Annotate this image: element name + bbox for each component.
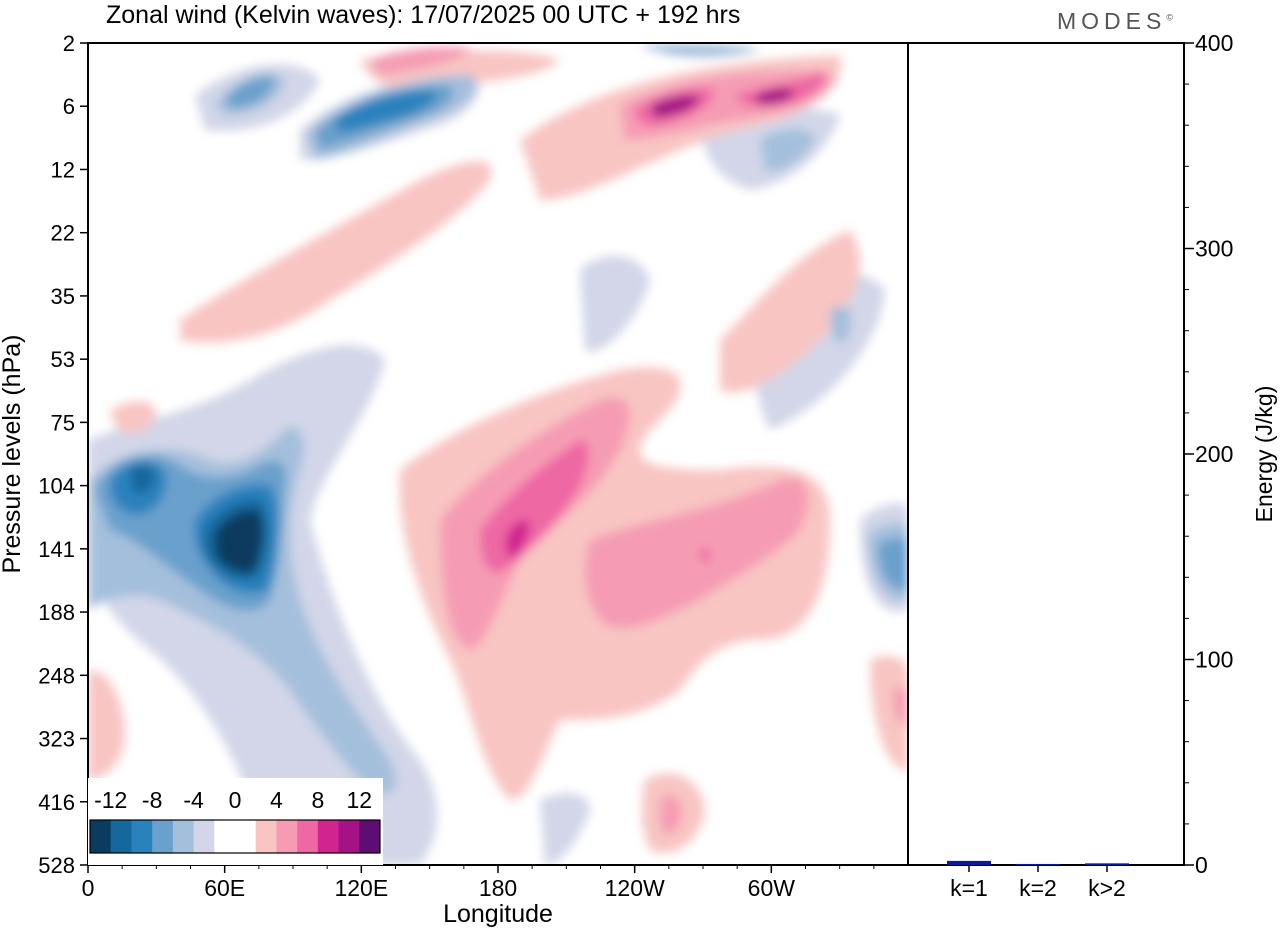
colorbar-swatch: [297, 820, 319, 853]
colorbar-swatch: [276, 820, 298, 853]
colorbar-label: -4: [183, 787, 204, 813]
colorbar-labels: -12 -8 -4 0 4 8 12: [94, 787, 372, 813]
contour-neg8-upperleft: [225, 76, 275, 108]
contour-pos10-strat: [650, 94, 700, 118]
y-tick-label: 104: [38, 474, 75, 499]
colorbar-label: 0: [229, 787, 242, 813]
contour-pos-mid-diagonal: [180, 161, 492, 343]
colorbar-swatch: [152, 820, 174, 853]
y-tick-label: 188: [38, 600, 75, 625]
contour-pos-bottom-right: [870, 655, 908, 770]
contour-pos-upper-right-plume: [720, 230, 860, 393]
colorbar-label: 4: [270, 787, 283, 813]
y-tick-label: 141: [38, 537, 75, 562]
contour-neg-mid-right: [580, 256, 650, 352]
contour-pos4-right: [584, 478, 809, 629]
energy-x-tick-label: k=1: [950, 875, 988, 901]
energy-panel: [907, 42, 1185, 866]
contour-neg4-upperright: [760, 128, 815, 171]
energy-tick-label: 400: [1195, 30, 1233, 56]
y-tick-label: 528: [38, 853, 75, 878]
energy-tick-label: 200: [1195, 441, 1233, 467]
contour-neg4-midright: [830, 306, 852, 344]
contour-pos-bottom-left: [88, 670, 125, 780]
y-tick-label: 35: [51, 284, 75, 309]
colorbar-swatch: [172, 820, 195, 853]
contour-pos8-right: [700, 547, 711, 563]
contour-pos4-bottom: [660, 795, 682, 834]
contour-pos-mid-left: [110, 401, 156, 434]
logo-text: MODES: [1057, 8, 1167, 34]
x-axis-label: Longitude: [443, 900, 553, 928]
energy-tick-label: 0: [1195, 852, 1208, 878]
y-tick-label: 75: [51, 410, 75, 435]
colorbar-swatch: [317, 820, 340, 853]
contour-neg12-small: [130, 465, 155, 494]
colorbar-swatch: [359, 820, 381, 853]
contour-neg-max-core: [215, 510, 263, 573]
colorbar-swatch: [90, 820, 112, 853]
colorbar-swatches: [89, 819, 381, 854]
energy-x-tick-label: k=2: [1019, 875, 1057, 901]
x-tick-label: 180: [479, 875, 517, 901]
energy-x-tick-label: k>2: [1088, 875, 1126, 901]
axes: 0 60E 120E 180 120W 60W 2 6 12 22 35 53 75 104 141 188 2…: [38, 30, 1233, 901]
contour-pos10-core: [505, 520, 530, 559]
x-tick-label: 120W: [605, 875, 665, 901]
y-tick-label: 6: [63, 94, 75, 119]
colorbar-label: 8: [311, 787, 324, 813]
modes-logo: MODES©: [1057, 8, 1173, 34]
energy-frame: [907, 42, 1185, 866]
colorbar-swatch: [193, 820, 215, 853]
energy-tick-label: 300: [1195, 236, 1233, 262]
y-tick-label: 416: [38, 790, 75, 815]
y-tick-label: 53: [51, 347, 75, 372]
energy-axis-label: Energy (J/kg): [1251, 386, 1277, 523]
colorbar-swatch: [214, 820, 236, 853]
energy-bar: [1016, 863, 1060, 865]
contour-pos4-bottomright: [893, 687, 908, 726]
contour-neg4-top: [640, 43, 760, 57]
energy-bars: [947, 860, 1129, 865]
colorbar-label: -8: [142, 787, 162, 813]
y-axis-label: Pressure levels (hPa): [0, 335, 26, 574]
x-tick-label: 60E: [204, 875, 245, 901]
y-tick-label: 323: [38, 727, 75, 752]
energy-bar: [947, 860, 991, 865]
contour-neg8-right: [878, 537, 908, 591]
x-tick-label: 120E: [334, 875, 388, 901]
contour-neg10-strat: [335, 90, 436, 132]
energy-bar: [1085, 863, 1129, 865]
energy-tick-label: 100: [1195, 647, 1233, 673]
y-tick-label: 12: [51, 157, 75, 182]
y-tick-label: 248: [38, 663, 75, 688]
colorbar-outline: [89, 819, 381, 854]
x-tick-label: 60W: [748, 875, 796, 901]
contour-pos10-strat2: [755, 88, 795, 105]
y-tick-label: 22: [51, 221, 75, 246]
heatmap-panel: [87, 42, 909, 866]
colorbar-swatch: [131, 820, 153, 853]
colorbar-swatch: [338, 820, 360, 853]
y-tick-label: 2: [63, 31, 75, 56]
colorbar: -12 -8 -4 0 4 8 12: [88, 778, 383, 865]
colorbar-label: -12: [94, 787, 127, 813]
heatmap-contours: [88, 43, 908, 865]
colorbar-swatch: [255, 820, 277, 853]
colorbar-swatch: [235, 820, 257, 853]
contour-neg-bottom-mid: [540, 793, 590, 865]
colorbar-swatch: [110, 820, 132, 853]
chart-title: Zonal wind (Kelvin waves): 17/07/2025 00…: [106, 1, 741, 29]
colorbar-label: 12: [346, 787, 372, 813]
x-tick-label: 0: [82, 875, 95, 901]
contour-pos4-strattop: [370, 46, 470, 75]
